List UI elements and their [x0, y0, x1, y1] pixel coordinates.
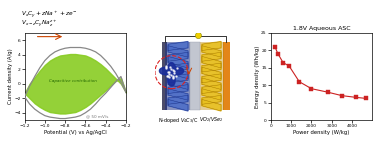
Polygon shape — [168, 63, 188, 72]
Polygon shape — [168, 74, 188, 83]
Polygon shape — [168, 56, 188, 68]
Point — [280, 61, 286, 64]
Polygon shape — [168, 46, 188, 57]
Bar — [190, 42, 200, 110]
Y-axis label: Energy density (Wh/kg): Energy density (Wh/kg) — [255, 45, 260, 108]
Text: @ 50 mV/s: @ 50 mV/s — [87, 114, 109, 118]
Polygon shape — [168, 42, 188, 51]
Polygon shape — [202, 42, 221, 51]
Text: Capacitive contribution: Capacitive contribution — [49, 79, 97, 83]
Polygon shape — [168, 78, 188, 89]
Text: $VO_2$/$VSe_2$: $VO_2$/$VSe_2$ — [199, 116, 224, 124]
Polygon shape — [168, 99, 188, 111]
Polygon shape — [202, 99, 221, 111]
Text: $V_xC_y + zNa^+ + ze^-$: $V_xC_y + zNa^+ + ze^-$ — [21, 10, 78, 21]
Point — [308, 87, 314, 90]
Polygon shape — [168, 67, 188, 79]
Point — [325, 91, 331, 93]
Point — [339, 94, 345, 97]
Bar — [223, 42, 230, 110]
Y-axis label: Current density (A/g): Current density (A/g) — [8, 49, 12, 104]
Point — [275, 53, 281, 55]
Title: 1.8V Aqueous ASC: 1.8V Aqueous ASC — [293, 26, 350, 31]
Polygon shape — [202, 63, 221, 72]
Polygon shape — [168, 52, 188, 61]
Point — [272, 46, 278, 48]
Text: N-doped $V_4C_3$/C: N-doped $V_4C_3$/C — [158, 116, 198, 125]
X-axis label: Potential (V) vs Ag/AgCl: Potential (V) vs Ag/AgCl — [44, 130, 107, 135]
Polygon shape — [168, 85, 188, 93]
Polygon shape — [202, 89, 221, 100]
Polygon shape — [202, 78, 221, 89]
Polygon shape — [168, 95, 188, 104]
Polygon shape — [202, 67, 221, 79]
Circle shape — [195, 33, 201, 39]
Polygon shape — [202, 95, 221, 104]
Point — [353, 96, 359, 99]
Polygon shape — [202, 85, 221, 93]
Point — [296, 81, 302, 83]
Point — [363, 97, 369, 100]
Polygon shape — [168, 89, 188, 100]
Bar — [166, 42, 190, 110]
Polygon shape — [202, 52, 221, 61]
Polygon shape — [202, 74, 221, 83]
Text: $V_{x-z}C_yNa_z^{z+}$: $V_{x-z}C_yNa_z^{z+}$ — [21, 19, 57, 30]
Polygon shape — [202, 46, 221, 57]
Bar — [200, 42, 224, 110]
Polygon shape — [160, 63, 184, 86]
Point — [286, 65, 292, 67]
Bar — [162, 42, 167, 110]
X-axis label: Power density (W/kg): Power density (W/kg) — [293, 130, 350, 135]
Polygon shape — [202, 56, 221, 68]
